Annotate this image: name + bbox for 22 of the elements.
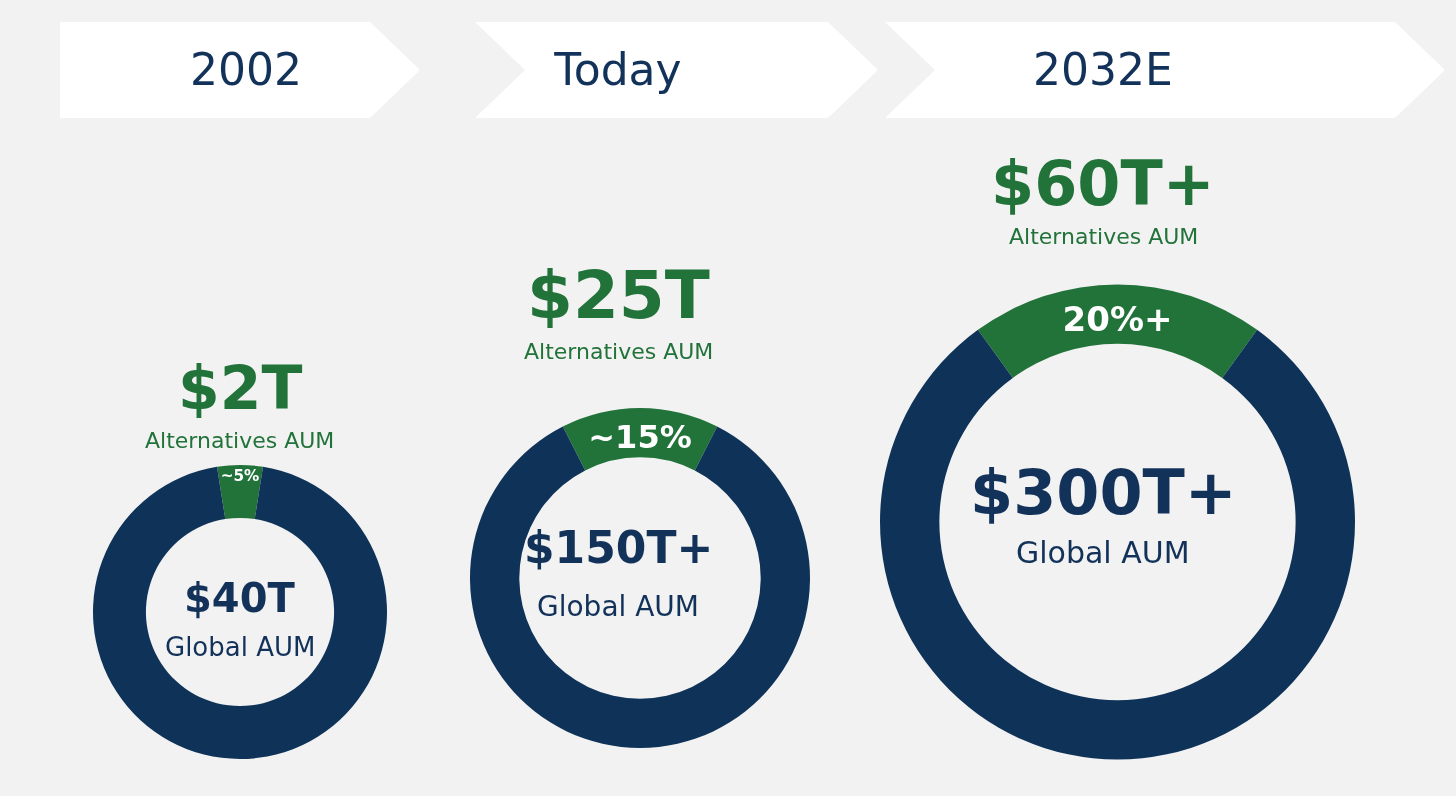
text: $40T (184, 575, 296, 621)
donut-slice (977, 284, 1258, 378)
text: Global AUM (1016, 535, 1190, 570)
donut-slice (880, 329, 1355, 760)
text: Alternatives AUM (1009, 224, 1199, 249)
text: Alternatives AUM (145, 428, 335, 453)
text: Global AUM (165, 632, 316, 662)
text: $60T+ (991, 147, 1215, 220)
text: $150T+ (524, 522, 714, 573)
text: $300T+ (970, 456, 1237, 529)
text: $2T (178, 353, 303, 423)
donut-slice (470, 426, 810, 748)
data-label: ~15% (588, 418, 692, 457)
data-label: 20%+ (1062, 299, 1173, 340)
text: Global AUM (537, 590, 700, 623)
text: Alternatives AUM (524, 339, 714, 364)
chart-title: Today (554, 43, 682, 97)
text: $25T (527, 257, 710, 334)
data-label: ~5% (220, 467, 260, 486)
donut-slice (93, 466, 387, 759)
chart-title: 2002 (190, 43, 302, 97)
chart-title: 2032E (1033, 43, 1173, 97)
